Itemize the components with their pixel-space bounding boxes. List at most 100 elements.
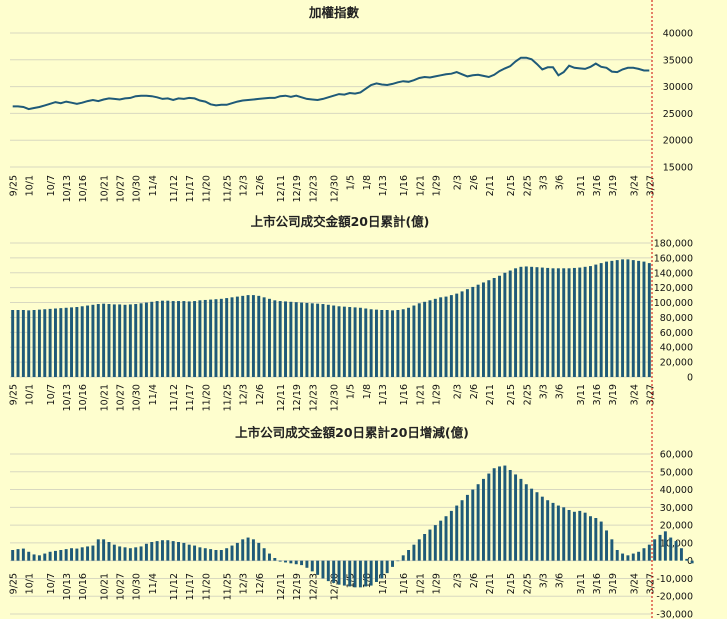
bar bbox=[610, 260, 614, 377]
bar bbox=[631, 260, 635, 377]
bar bbox=[171, 301, 175, 377]
y-tick-label: 40,000 bbox=[660, 485, 693, 496]
bar bbox=[423, 534, 427, 561]
bar bbox=[358, 307, 362, 377]
y-tick-label: 20000 bbox=[663, 136, 693, 147]
bar bbox=[524, 484, 528, 561]
bar bbox=[519, 266, 523, 377]
bar bbox=[219, 298, 223, 377]
y-tick-label: 180,000 bbox=[654, 239, 693, 250]
bar bbox=[605, 530, 608, 561]
x-tick-label: 1/29 bbox=[431, 175, 442, 196]
x-tick-label: 2/3 bbox=[453, 573, 464, 588]
x-tick-label: 10/1 bbox=[25, 175, 36, 196]
bar bbox=[225, 298, 229, 377]
bar bbox=[48, 551, 52, 561]
bar bbox=[310, 560, 314, 572]
bar bbox=[150, 542, 154, 561]
x-tick-label: 12/19 bbox=[292, 384, 303, 411]
bar bbox=[348, 560, 352, 587]
index-line-series bbox=[12, 56, 650, 111]
x-tick-label: 2/3 bbox=[453, 175, 464, 190]
bar bbox=[326, 304, 330, 377]
x-tick-label: 3/27 bbox=[645, 573, 656, 594]
bar bbox=[155, 541, 159, 561]
bar bbox=[471, 489, 475, 561]
bar bbox=[321, 304, 325, 377]
bar bbox=[428, 300, 432, 377]
bar bbox=[540, 496, 544, 561]
bar bbox=[70, 548, 73, 561]
bar bbox=[524, 266, 528, 377]
x-tick-label: 3/6 bbox=[554, 175, 565, 190]
x-tick-label: 11/4 bbox=[148, 384, 159, 405]
bar bbox=[621, 553, 625, 561]
x-tick-label: 1/13 bbox=[378, 175, 389, 196]
bar bbox=[112, 544, 116, 561]
bar bbox=[626, 259, 630, 377]
x-tick-label: 1/16 bbox=[399, 573, 410, 594]
x-tick-label: 12/11 bbox=[276, 573, 287, 600]
bar bbox=[391, 560, 394, 567]
bar bbox=[401, 555, 405, 561]
y-tick-label: 50,000 bbox=[660, 467, 693, 478]
bar bbox=[364, 308, 368, 377]
bar bbox=[219, 550, 223, 561]
bar bbox=[439, 297, 443, 377]
bar bbox=[508, 470, 512, 561]
bar bbox=[476, 484, 480, 561]
bar bbox=[498, 275, 501, 377]
bar bbox=[21, 548, 25, 561]
bar bbox=[690, 560, 694, 564]
bar bbox=[412, 305, 416, 377]
bar bbox=[546, 267, 550, 377]
x-tick-label: 10/30 bbox=[132, 384, 143, 411]
bar bbox=[540, 267, 544, 377]
bar bbox=[310, 303, 314, 377]
bar bbox=[16, 549, 20, 561]
y-tick-label: 40,000 bbox=[660, 343, 693, 354]
bar bbox=[358, 560, 362, 588]
x-tick-label: 3/24 bbox=[629, 175, 640, 196]
y-tick-label: 35000 bbox=[663, 55, 693, 66]
bar bbox=[385, 560, 389, 574]
bar bbox=[43, 309, 47, 377]
bar bbox=[412, 544, 416, 561]
bar bbox=[562, 268, 566, 377]
bar bbox=[230, 545, 234, 561]
bar bbox=[91, 304, 95, 377]
bar bbox=[284, 560, 287, 563]
x-tick-label: 2/3 bbox=[453, 384, 464, 399]
bar bbox=[134, 304, 138, 377]
bar bbox=[663, 531, 667, 561]
y-tick-label: 60,000 bbox=[660, 450, 693, 461]
bar bbox=[32, 310, 36, 377]
x-tick-label: 1/8 bbox=[362, 175, 373, 190]
bar bbox=[27, 551, 31, 561]
bar bbox=[487, 280, 491, 377]
bar bbox=[193, 545, 197, 561]
bar bbox=[503, 272, 507, 377]
bar bbox=[241, 295, 245, 377]
x-tick-label: 1/16 bbox=[399, 384, 410, 405]
bar bbox=[326, 560, 330, 582]
bar bbox=[492, 468, 496, 561]
bar bbox=[465, 494, 469, 561]
x-tick-label: 2/25 bbox=[522, 384, 533, 405]
bar bbox=[123, 547, 127, 561]
bar bbox=[289, 560, 293, 564]
bar bbox=[637, 260, 641, 377]
y-tick-label: 30,000 bbox=[660, 503, 693, 514]
x-tick-label: 2/6 bbox=[469, 384, 480, 399]
x-tick-label: 10/13 bbox=[62, 384, 73, 411]
bar bbox=[150, 301, 154, 377]
bar bbox=[487, 473, 491, 561]
y-tick-label: 20,000 bbox=[660, 358, 693, 369]
bar bbox=[647, 544, 651, 561]
bar bbox=[567, 268, 571, 377]
bar bbox=[268, 553, 271, 561]
x-tick-label: 12/30 bbox=[330, 384, 341, 411]
bar bbox=[230, 297, 234, 377]
bar bbox=[599, 263, 603, 377]
